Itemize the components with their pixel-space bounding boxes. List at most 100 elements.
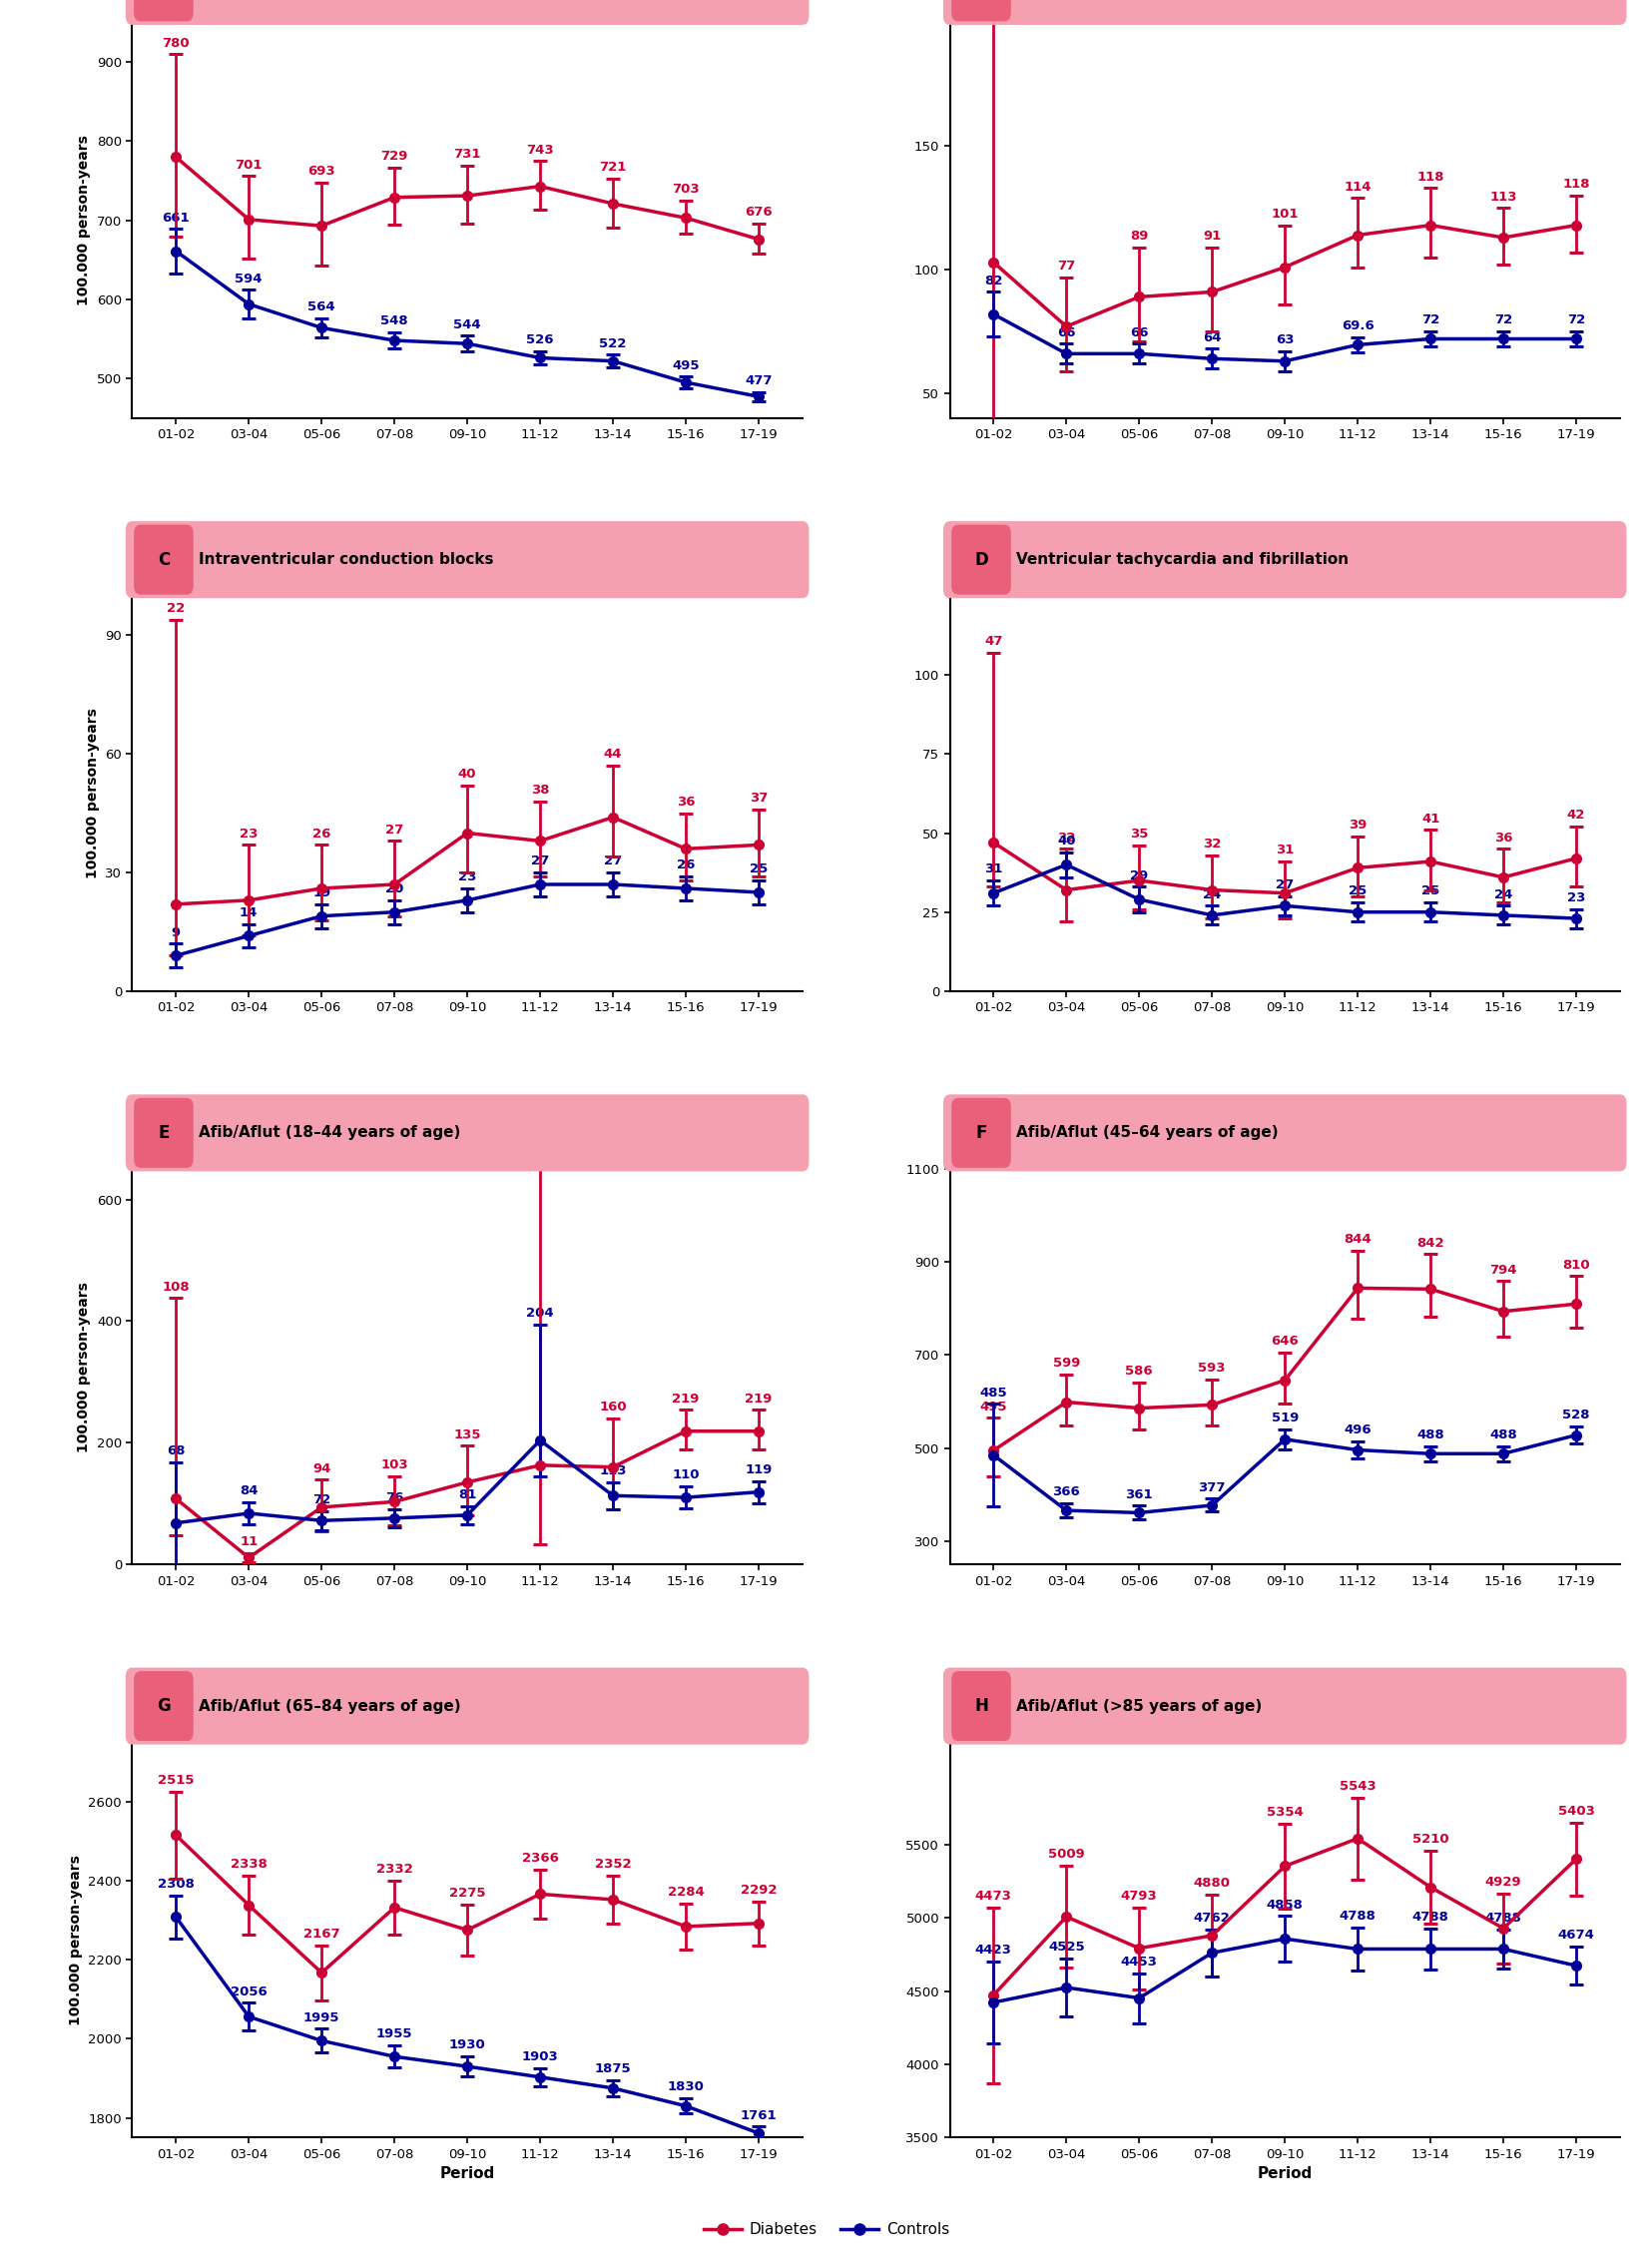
Text: 89: 89 <box>1130 231 1148 242</box>
Text: 2275: 2275 <box>449 1887 486 1900</box>
Text: Afib/Aflut (45–64 years of age): Afib/Aflut (45–64 years of age) <box>1016 1126 1277 1140</box>
Text: 1930: 1930 <box>449 2038 486 2052</box>
Text: 2332: 2332 <box>377 1864 413 1875</box>
Text: 36: 36 <box>676 796 694 808</box>
Text: 526: 526 <box>525 335 553 346</box>
Text: H: H <box>973 1696 988 1715</box>
Text: 2366: 2366 <box>522 1853 558 1864</box>
Text: 810: 810 <box>1561 1258 1589 1271</box>
Text: 599: 599 <box>1052 1357 1079 1369</box>
Text: 72: 72 <box>1493 314 1512 326</box>
Text: 496: 496 <box>1343 1423 1371 1436</box>
Text: 68: 68 <box>167 1445 185 1457</box>
Text: 27: 27 <box>385 823 403 837</box>
Text: 593: 593 <box>1198 1362 1226 1375</box>
Text: 780: 780 <box>162 36 190 50</box>
Text: 29: 29 <box>1130 869 1148 882</box>
Text: 5009: 5009 <box>1047 1848 1084 1862</box>
Text: 64: 64 <box>1203 330 1221 344</box>
Y-axis label: 100.000 person-years: 100.000 person-years <box>86 708 99 878</box>
Text: 82: 82 <box>983 274 1003 287</box>
Text: 488: 488 <box>1416 1430 1444 1441</box>
Text: 548: 548 <box>380 314 408 328</box>
Text: 4788: 4788 <box>1483 1911 1521 1925</box>
Text: 77: 77 <box>1057 260 1075 271</box>
Text: 4453: 4453 <box>1120 1954 1156 1968</box>
Text: 14: 14 <box>240 907 258 918</box>
Text: 110: 110 <box>672 1468 699 1482</box>
Text: 11: 11 <box>240 1536 258 1547</box>
Text: 4525: 4525 <box>1047 1941 1084 1954</box>
Text: 731: 731 <box>453 147 481 161</box>
Text: 1995: 1995 <box>304 2011 340 2024</box>
Text: 84: 84 <box>240 1484 258 1497</box>
X-axis label: Period: Period <box>1257 2167 1312 2181</box>
Text: 544: 544 <box>453 319 481 330</box>
Text: 794: 794 <box>1488 1264 1517 1276</box>
Text: 2308: 2308 <box>157 1877 195 1891</box>
Text: 25: 25 <box>1348 884 1366 898</box>
Text: 842: 842 <box>1416 1237 1444 1249</box>
Text: 5210: 5210 <box>1411 1832 1447 1846</box>
Text: 27: 27 <box>530 855 548 869</box>
Text: 40: 40 <box>458 767 476 780</box>
Text: 4929: 4929 <box>1483 1875 1521 1889</box>
Text: 1955: 1955 <box>377 2027 413 2040</box>
Text: Afib/Aflut (18–44 years of age): Afib/Aflut (18–44 years of age) <box>198 1126 459 1140</box>
Text: 23: 23 <box>458 871 476 884</box>
Text: 204: 204 <box>525 1307 553 1321</box>
Text: 160: 160 <box>598 1400 626 1414</box>
Text: 118: 118 <box>1416 170 1444 183</box>
Text: 103: 103 <box>380 1459 408 1473</box>
Text: 91: 91 <box>1203 231 1221 242</box>
Text: 41: 41 <box>1421 812 1439 826</box>
Text: 31: 31 <box>983 862 1003 875</box>
Text: 44: 44 <box>603 749 621 760</box>
Text: 23: 23 <box>1566 891 1584 905</box>
Text: 38: 38 <box>530 783 548 796</box>
Text: 22: 22 <box>167 602 185 615</box>
Text: 94: 94 <box>312 1461 330 1475</box>
Text: 488: 488 <box>1488 1430 1517 1441</box>
Text: 2056: 2056 <box>230 1986 268 1997</box>
Text: 219: 219 <box>672 1391 699 1405</box>
Text: 564: 564 <box>307 301 335 314</box>
Text: G: G <box>157 1696 170 1715</box>
Text: 2292: 2292 <box>740 1884 776 1896</box>
Text: 42: 42 <box>1566 810 1584 821</box>
Text: 594: 594 <box>235 271 263 285</box>
Text: 39: 39 <box>1348 819 1366 832</box>
Text: 24: 24 <box>1493 889 1512 900</box>
Text: 1903: 1903 <box>522 2049 558 2063</box>
Text: 4858: 4858 <box>1265 1898 1302 1911</box>
Text: 35: 35 <box>1130 828 1148 841</box>
Text: 1830: 1830 <box>667 2081 704 2095</box>
Text: 47: 47 <box>983 636 1003 647</box>
Text: 37: 37 <box>748 792 768 805</box>
Text: 844: 844 <box>1343 1233 1371 1246</box>
Text: 703: 703 <box>672 183 699 197</box>
Text: C: C <box>157 550 170 568</box>
Text: 495: 495 <box>672 360 699 371</box>
Text: 9: 9 <box>172 925 180 939</box>
Legend: Diabetes, Controls: Diabetes, Controls <box>697 2217 955 2244</box>
Text: 5354: 5354 <box>1265 1805 1302 1819</box>
Text: 646: 646 <box>1270 1335 1298 1348</box>
Text: 135: 135 <box>453 1427 481 1441</box>
Text: 113: 113 <box>600 1464 626 1477</box>
Text: 25: 25 <box>1421 884 1439 898</box>
Text: 114: 114 <box>1343 181 1371 192</box>
Text: 26: 26 <box>676 860 694 871</box>
Y-axis label: 100.000 person-years: 100.000 person-years <box>69 1855 83 2024</box>
Text: 2284: 2284 <box>667 1887 704 1898</box>
Text: 528: 528 <box>1561 1409 1589 1423</box>
X-axis label: Period: Period <box>439 2167 494 2181</box>
Text: 1875: 1875 <box>595 2063 631 2074</box>
Text: 4762: 4762 <box>1193 1911 1229 1925</box>
Text: 366: 366 <box>1052 1486 1079 1500</box>
Text: 25: 25 <box>748 862 767 875</box>
Text: 4788: 4788 <box>1411 1911 1449 1923</box>
Text: F: F <box>975 1124 986 1142</box>
Text: 4674: 4674 <box>1556 1929 1594 1941</box>
Text: 743: 743 <box>525 143 553 156</box>
